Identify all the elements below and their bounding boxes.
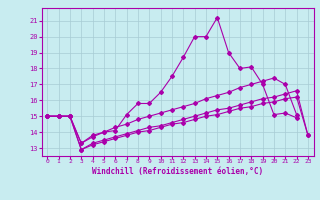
X-axis label: Windchill (Refroidissement éolien,°C): Windchill (Refroidissement éolien,°C) xyxy=(92,167,263,176)
